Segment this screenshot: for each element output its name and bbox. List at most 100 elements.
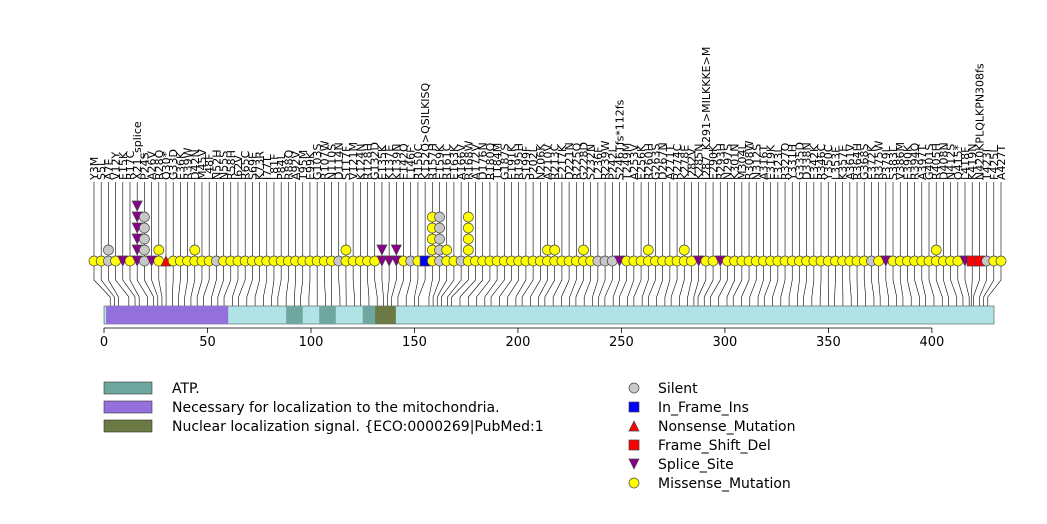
mutation-label: A316T <box>757 144 770 180</box>
mutation-connector <box>459 266 476 306</box>
legend-domain-label: Necessary for localization to the mitoch… <box>172 400 500 416</box>
mutation-label: P242L <box>606 145 619 180</box>
mutation-label: K419N <box>966 144 979 180</box>
mutation-marker <box>434 233 445 245</box>
mutation-marker <box>376 255 388 267</box>
mutation-label: D42N <box>189 149 202 180</box>
mutation-connector <box>950 266 958 306</box>
mutation-label: R195H <box>513 143 526 180</box>
mutation-marker <box>462 222 474 234</box>
mutation-label: G33D <box>167 149 180 180</box>
legend-type-label: Splice_Site <box>658 457 734 473</box>
mutation-connector <box>726 266 735 306</box>
mutation-connector <box>718 266 728 306</box>
mutation-connector <box>476 266 491 306</box>
mutation-label: G228D <box>577 142 590 180</box>
mutation-label: R107W <box>318 140 331 180</box>
x-tick-label: 50 <box>199 335 216 350</box>
mutation-label: L353F <box>829 147 842 180</box>
mutation-connector <box>899 266 904 306</box>
legend-type-marker <box>628 420 640 432</box>
mutation-label: A172V <box>470 143 483 180</box>
mutation-label: K137E <box>383 145 396 180</box>
mutation-label: I62V <box>232 155 245 180</box>
mutation-label: E390K <box>901 144 914 180</box>
mutation-label: F425L <box>988 146 1001 180</box>
domain-region <box>319 306 336 324</box>
mutation-connector <box>811 266 815 306</box>
x-tick-label: 150 <box>402 335 427 350</box>
mutation-label: K285N <box>693 144 706 180</box>
mutation-label: Y331H <box>786 144 799 181</box>
mutation-connector <box>612 266 620 306</box>
domain-legend: ATP. Necessary for localization to the mi… <box>103 381 544 435</box>
mutation-label: R239W <box>599 140 612 180</box>
mutation-connector <box>641 266 649 306</box>
mutation-connector <box>254 266 260 306</box>
mutation-label: K301N <box>729 144 742 180</box>
mutation-connector <box>499 266 512 306</box>
mutation-connector <box>710 266 721 306</box>
mutation-connector <box>428 266 433 306</box>
mutation-label: L146F <box>405 147 418 180</box>
mutation-connector <box>871 266 875 306</box>
mutation-connector <box>633 266 642 306</box>
mutation-label: T423I <box>981 149 994 181</box>
mutation-connector <box>957 266 964 306</box>
domain-region <box>286 306 303 324</box>
x-tick-label: 100 <box>299 335 324 350</box>
mutation-marker <box>139 244 150 256</box>
mutation-label: N312S <box>750 144 763 180</box>
legend-type-label: Nonsense_Mutation <box>658 419 795 435</box>
mutation-marker <box>930 244 942 256</box>
mutation-connector <box>670 266 678 306</box>
mutation-label: A7E <box>102 158 115 180</box>
mutation-marker <box>462 233 474 245</box>
mutation-connector <box>115 266 130 306</box>
mutation-connector <box>797 266 800 306</box>
mutation-connector <box>151 266 159 306</box>
mutation-connector <box>507 266 520 306</box>
mutation-label: K357E <box>837 145 850 180</box>
mutation-label: F323L <box>772 146 785 180</box>
mutation-connector <box>300 266 304 306</box>
mutation-marker <box>139 222 150 234</box>
mutation-label: E36K <box>174 151 187 180</box>
mutation-label: G335D <box>793 142 806 180</box>
mutation-connector <box>277 266 282 306</box>
mutation-label: R364H <box>851 143 864 180</box>
mutation-label: N297S <box>721 144 734 180</box>
mutation-connector <box>246 266 253 306</box>
mutation-connector <box>436 266 448 306</box>
mutation-connector <box>308 266 311 306</box>
mutation-connector <box>561 266 570 306</box>
mutation-connector <box>928 266 935 306</box>
mutation-marker <box>678 244 690 256</box>
mutation-connector <box>863 266 866 306</box>
mutation-connector <box>441 266 455 306</box>
mutation-connector <box>598 266 606 306</box>
mutation-connector <box>914 266 920 306</box>
mutation-connector <box>935 266 943 306</box>
mutation-connector <box>217 266 224 306</box>
mutation-connector <box>964 266 970 306</box>
mutation-connector <box>679 266 685 306</box>
mutation-label: D114N <box>333 142 346 180</box>
mutation-marker <box>434 211 445 223</box>
mutation-label: Y3M <box>88 157 101 181</box>
mutation-label: D221N <box>563 142 576 180</box>
mutation-connector <box>108 266 119 306</box>
domain-region <box>362 306 378 324</box>
mutation-label: S383L <box>887 145 900 180</box>
mutation-label: G132D <box>369 142 382 180</box>
mutation-connector <box>223 266 232 306</box>
mutation-type-legend: Silent In_Frame_Ins Nonsense_Mutation Frame… <box>628 381 795 492</box>
mutation-label: N420KPLQLKPN308fs <box>973 63 986 180</box>
mutation-label: R157H <box>426 143 439 180</box>
mutation-label: R128H <box>362 143 375 180</box>
mutation-label: E99K <box>304 151 317 180</box>
mutation-label: T249M <box>621 143 634 181</box>
mutation-label: K152Q>QSILKISQ <box>419 82 432 180</box>
mutation-label: G263S <box>649 143 662 180</box>
mutation-label: A92V <box>290 150 303 180</box>
